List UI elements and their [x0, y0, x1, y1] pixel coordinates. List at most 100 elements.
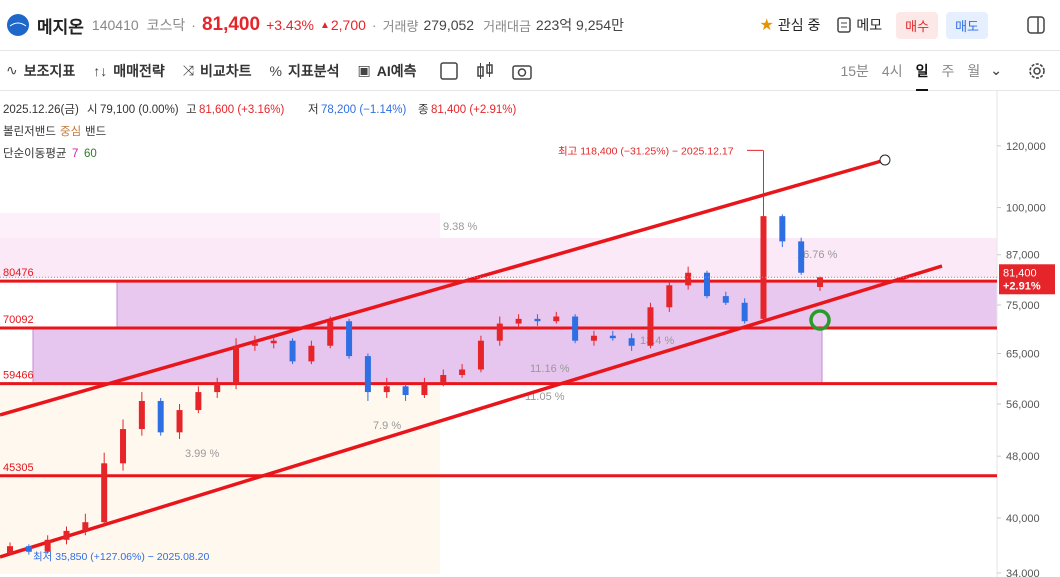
volume: 279,052 [423, 17, 475, 33]
market: 코스닥 [146, 17, 186, 33]
camera-icon[interactable] [511, 61, 533, 81]
candle [233, 338, 240, 390]
tool-button[interactable]: 지표분석 [287, 62, 340, 79]
price: 81,400 [201, 14, 261, 35]
period-button[interactable]: 4시 [881, 62, 903, 79]
tool-button[interactable]: 매매전략 [113, 62, 165, 79]
candle-body [44, 539, 51, 552]
candle-body [270, 340, 277, 344]
candle-body [685, 272, 692, 286]
candle [101, 452, 108, 527]
period-button[interactable]: 월 [967, 62, 981, 79]
y-tick-label: 48,000 [1006, 451, 1040, 463]
candle [251, 335, 258, 351]
panel-icon[interactable] [1026, 15, 1046, 35]
candle-body [157, 400, 164, 433]
candle-body [251, 343, 258, 346]
tool-button[interactable]: 비교차트 [200, 62, 252, 79]
y-tick-label: 100,000 [1006, 203, 1046, 215]
candle [628, 333, 635, 351]
candle [647, 302, 654, 349]
candle-icon[interactable] [475, 61, 495, 81]
period-button[interactable]: 일 [915, 61, 929, 91]
info-text: 밴드 [85, 125, 106, 138]
candle [44, 535, 51, 554]
y-tick-label: 65,000 [1006, 348, 1040, 360]
zone [0, 384, 440, 574]
info-text: 81,600 (+3.16%) [199, 104, 285, 116]
tool-button[interactable]: AI예측 [376, 62, 417, 79]
candle-body [364, 356, 371, 393]
candle [685, 266, 692, 290]
candle [214, 377, 221, 398]
stock-code: 140410 [91, 17, 139, 33]
settings-icon[interactable] [1026, 60, 1048, 82]
tool-button[interactable]: 보조지표 [23, 62, 76, 79]
candle [817, 276, 823, 291]
candle [157, 397, 164, 436]
candle [459, 364, 466, 378]
sell-button[interactable]: 매도 [946, 11, 988, 39]
candle [760, 150, 767, 322]
candle-body [459, 369, 466, 376]
candle-body [496, 323, 503, 341]
candle-body [590, 335, 597, 341]
candle [383, 377, 390, 398]
watch-button[interactable]: 관심 중 [777, 17, 821, 33]
candle [534, 314, 541, 326]
candle-body [534, 318, 541, 322]
pct-note: 11.16 % [530, 363, 570, 375]
memo-button[interactable]: 메모 [856, 17, 883, 33]
candle [741, 298, 748, 324]
last-price-change: +2.91% [1003, 280, 1041, 292]
y-tick-label: 87,000 [1006, 250, 1040, 262]
trend-handle [879, 154, 891, 166]
change: 2,700 [330, 17, 366, 33]
candle [572, 314, 579, 344]
buy-button[interactable]: 매수 [896, 11, 939, 39]
candle-body [798, 241, 805, 273]
box-icon[interactable] [439, 61, 459, 81]
trend-line [0, 158, 886, 417]
y-tick-label: 34,000 [1006, 568, 1040, 577]
candle-body [628, 338, 635, 346]
volume-label: 거래량 [382, 18, 419, 34]
candle-body [195, 392, 202, 411]
candle [7, 542, 13, 556]
pct-note: 7.9 % [373, 420, 401, 432]
level-label: 80476 [3, 267, 34, 279]
candle-body [421, 383, 428, 396]
candle-body [308, 345, 315, 362]
candle-body [176, 410, 183, 433]
candle [289, 338, 296, 365]
candle [63, 526, 70, 545]
level-label: 70092 [3, 314, 34, 326]
candle [421, 377, 428, 398]
level-label: 59466 [3, 370, 34, 382]
period-button[interactable]: 15분 [840, 62, 869, 79]
candle [590, 330, 597, 346]
candle-body [572, 316, 579, 341]
candle [346, 318, 353, 359]
candle [496, 316, 503, 346]
candle-body [817, 277, 823, 287]
last-price: 81,400 [1003, 267, 1037, 279]
chart: 2025.12.26(금) 시 79,100 (0.00%) 고 81,600 (+3.… [0, 91, 1055, 577]
candle-body [440, 375, 447, 384]
candle [176, 403, 183, 439]
candle-body [402, 386, 409, 396]
amount: 223억 9,254만 [535, 17, 624, 33]
pct-note: 11.05 % [525, 391, 565, 403]
pct-note: 9.38 % [443, 221, 477, 233]
candle [82, 513, 89, 536]
info-text: 고 [186, 104, 197, 116]
header: 메지온 140410 코스닥 · 81,400 +3.43% ▲ 2,700 ·… [0, 0, 1060, 51]
memo-icon [837, 17, 852, 33]
candle-body [346, 321, 353, 357]
info-text: 단순이동평균 [3, 147, 66, 160]
candle [195, 386, 202, 414]
toolbar: ∿ 보조지표 ↑↓ 매매전략 ⤨ 비교차트% 지표분석 ▣ AI예측 15분 4시 일 주 월 ⌄ [0, 51, 1060, 91]
period-button[interactable]: 주 [941, 62, 955, 79]
candle-body [327, 321, 334, 346]
